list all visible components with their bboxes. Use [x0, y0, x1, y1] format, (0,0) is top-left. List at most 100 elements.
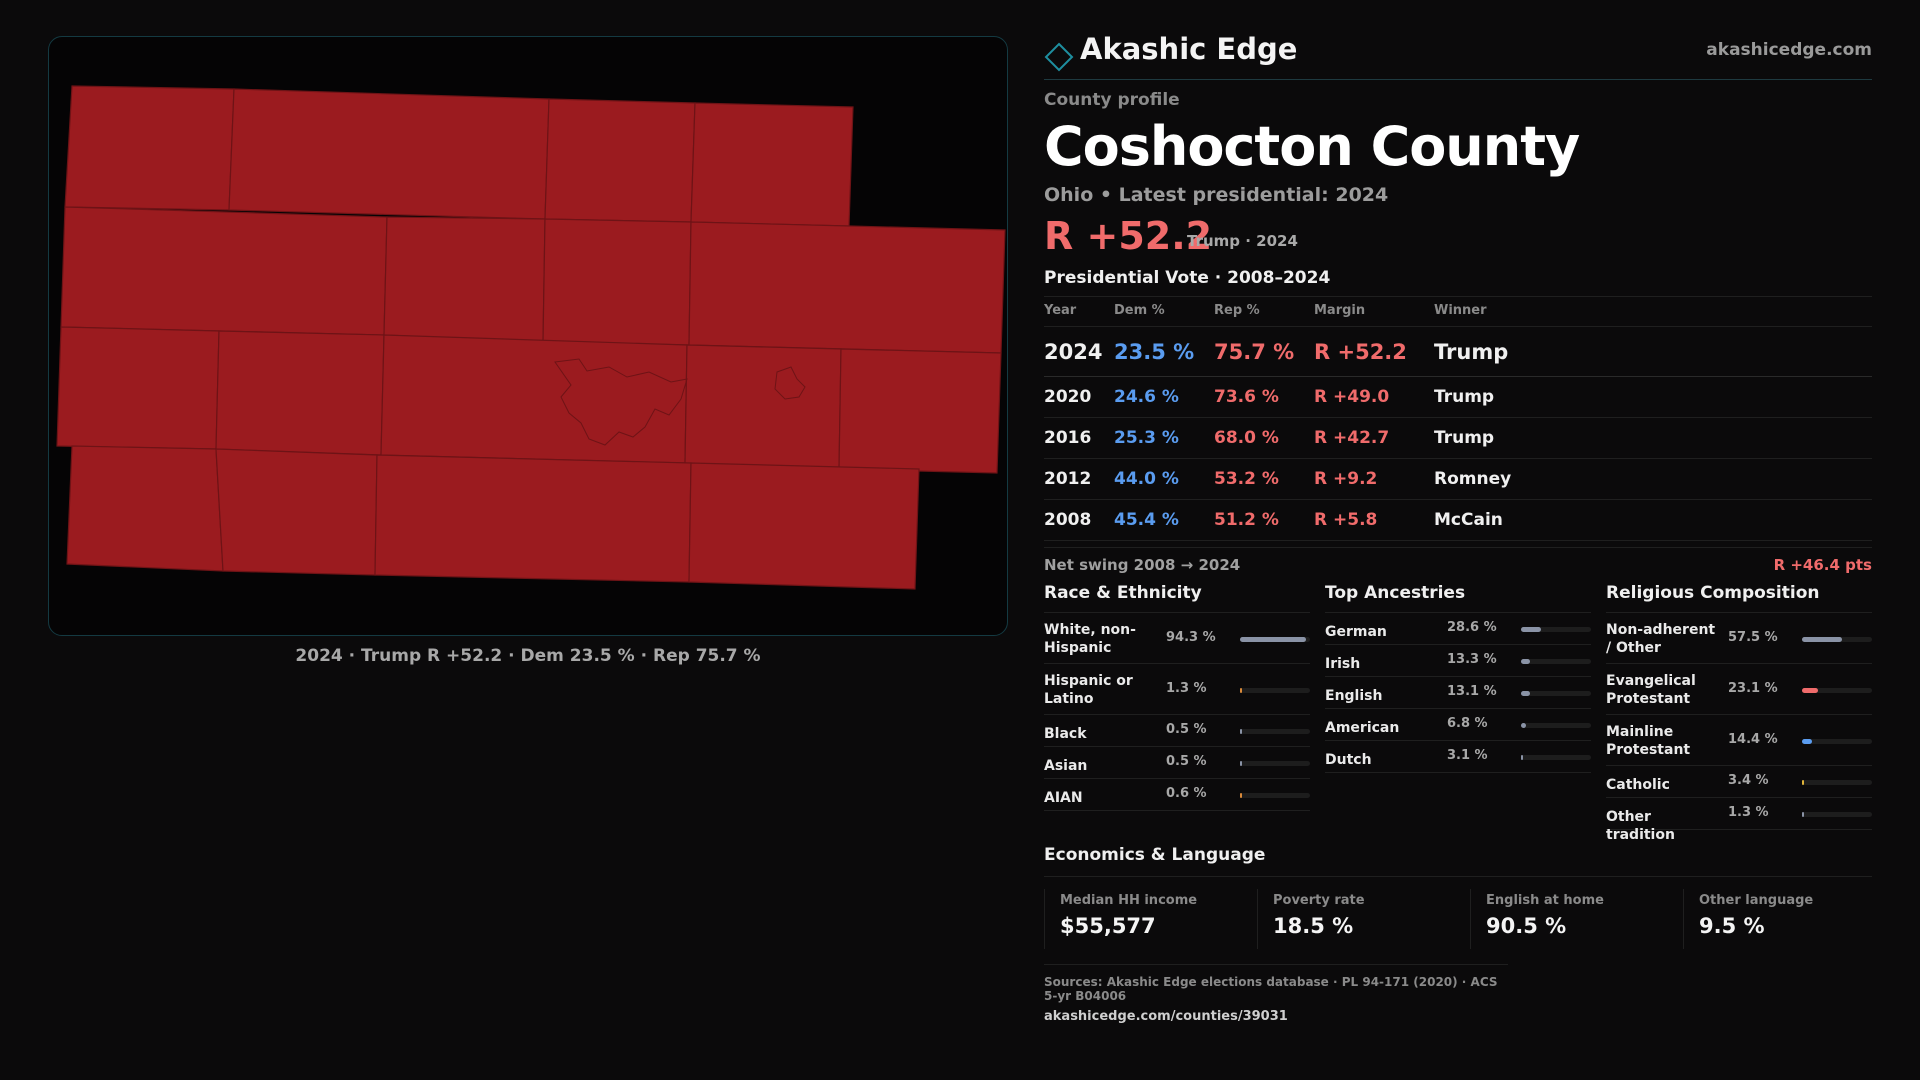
cell-year: 2008 [1044, 499, 1114, 541]
stat-bar [1240, 636, 1310, 642]
stat-bar-fill [1521, 659, 1531, 664]
subdivision-11[interactable] [380, 334, 688, 464]
cell-rep: 73.6 % [1214, 376, 1314, 418]
religion-panel: Religious Composition Non-adherent / Oth… [1606, 583, 1872, 843]
stat-value: 6.8 % [1447, 716, 1488, 731]
subdivision-7[interactable] [542, 218, 692, 346]
stat-row: AIAN 0.6 % [1044, 779, 1310, 811]
subdivision-14[interactable] [66, 445, 224, 572]
stat-bar-fill [1802, 687, 1819, 693]
cell-winner: Trump [1434, 417, 1872, 459]
stat-value: 3.4 % [1728, 773, 1769, 788]
cell-margin: R +42.7 [1314, 417, 1434, 459]
cell-rep: 75.7 % [1214, 326, 1314, 377]
subdivision-12[interactable] [684, 344, 842, 470]
vote-table: Year Dem % Rep % Margin Winner 2024 23.5… [1044, 296, 1872, 541]
stat-row: Black 0.5 % [1044, 715, 1310, 747]
subdivision-8[interactable] [688, 221, 1006, 354]
city-boundary [554, 358, 688, 446]
county-subdivision-map[interactable] [49, 37, 1008, 636]
stat-value: 14.4 % [1728, 731, 1778, 747]
vote-section-title: Presidential Vote · 2008–2024 [1044, 268, 1331, 288]
stat-bar-fill [1240, 793, 1242, 798]
econ-value: $55,577 [1060, 914, 1156, 938]
econ-card-other-language: Other language 9.5 % [1683, 889, 1883, 949]
vote-table-header: Year Dem % Rep % Margin Winner [1044, 296, 1872, 327]
stat-bar-fill [1802, 812, 1804, 817]
subdivision-9[interactable] [56, 326, 220, 450]
profile-subtitle: Ohio • Latest presidential: 2024 [1044, 184, 1389, 206]
stat-bar-fill [1240, 687, 1242, 693]
econ-value: 18.5 % [1273, 914, 1354, 938]
subdivision-13[interactable] [838, 348, 1002, 474]
net-swing: Net swing 2008 → 2024 R +46.4 pts [1044, 547, 1872, 577]
county-map[interactable] [48, 36, 1008, 636]
stat-label: American [1325, 720, 1400, 736]
stat-label: Irish [1325, 656, 1361, 672]
cell-rep: 68.0 % [1214, 417, 1314, 459]
race-ethnicity-panel: Race & Ethnicity White, non-Hispanic 94.3… [1044, 583, 1310, 811]
stat-label: Hispanic or Latino [1044, 673, 1133, 707]
table-row: 2008 45.4 % 51.2 % R +5.8 McCain [1044, 499, 1872, 541]
stat-row: American 6.8 % [1325, 709, 1591, 741]
stat-row: Dutch 3.1 % [1325, 741, 1591, 773]
map-caption: 2024 · Trump R +52.2 · Dem 23.5 % · Rep … [295, 646, 761, 666]
table-row: 2020 24.6 % 73.6 % R +49.0 Trump [1044, 376, 1872, 418]
subdivision-15[interactable] [215, 448, 378, 576]
stat-value: 0.6 % [1166, 786, 1207, 801]
cell-margin: R +52.2 [1314, 326, 1434, 377]
stat-bar-fill [1802, 636, 1843, 642]
stat-bar [1521, 627, 1591, 632]
stat-bar [1802, 780, 1872, 785]
stat-value: 28.6 % [1447, 620, 1497, 635]
brand-url[interactable]: akashicedge.com [1706, 40, 1872, 60]
col-rep: Rep % [1214, 296, 1314, 327]
stat-bar-fill [1240, 761, 1242, 766]
cell-year: 2024 [1044, 326, 1114, 377]
subdivision-1[interactable] [64, 85, 235, 211]
race-title: Race & Ethnicity [1044, 583, 1310, 613]
ancestry-panel: Top Ancestries German 28.6 % Irish 13.3 % En… [1325, 583, 1591, 773]
subdivision-4[interactable] [690, 102, 854, 227]
stat-row: Irish 13.3 % [1325, 645, 1591, 677]
econ-label: Median HH income [1060, 893, 1198, 908]
stat-bar [1802, 812, 1872, 817]
stat-bar-fill [1521, 723, 1526, 728]
cell-year: 2012 [1044, 458, 1114, 500]
table-row: 2024 23.5 % 75.7 % R +52.2 Trump [1044, 326, 1872, 377]
stat-label: White, non-Hispanic [1044, 622, 1136, 656]
stat-value: 1.3 % [1728, 805, 1769, 820]
footer-url[interactable]: akashicedge.com/counties/39031 [1044, 1009, 1288, 1024]
cell-dem: 23.5 % [1114, 326, 1214, 377]
stat-row: Non-adherent / Other 57.5 % [1606, 613, 1872, 664]
stat-row: Mainline Protestant 14.4 % [1606, 715, 1872, 766]
subdivision-16[interactable] [374, 454, 692, 583]
subdivision-3[interactable] [544, 98, 696, 223]
stat-label: Catholic [1606, 777, 1670, 793]
county-subdivisions [56, 85, 1006, 590]
subdivision-17[interactable] [688, 462, 920, 590]
subdivision-10[interactable] [215, 330, 385, 456]
cell-winner: McCain [1434, 499, 1872, 541]
cell-dem: 44.0 % [1114, 458, 1214, 500]
table-row: 2016 25.3 % 68.0 % R +42.7 Trump [1044, 417, 1872, 459]
stat-label: AIAN [1044, 790, 1083, 806]
stat-row: Hispanic or Latino 1.3 % [1044, 664, 1310, 715]
stat-row: White, non-Hispanic 94.3 % [1044, 613, 1310, 664]
headline-margin: R +52.2 Trump · 2024 [1044, 214, 1872, 258]
subdivision-5[interactable] [60, 206, 388, 336]
stat-bar-fill [1521, 691, 1531, 696]
brand-header: Akashic Edge akashicedge.com [1044, 30, 1872, 80]
stat-label: Asian [1044, 758, 1088, 774]
subdivision-6[interactable] [383, 216, 546, 343]
subdivision-2[interactable] [228, 88, 550, 220]
stat-bar-fill [1802, 738, 1813, 744]
religion-title: Religious Composition [1606, 583, 1872, 613]
county-profile-panel: Akashic Edge akashicedge.com County prof… [1044, 30, 1872, 963]
col-dem: Dem % [1114, 296, 1214, 327]
cell-winner: Romney [1434, 458, 1872, 500]
stat-value: 1.3 % [1166, 680, 1207, 696]
swing-label: Net swing 2008 → 2024 [1044, 556, 1241, 574]
col-margin: Margin [1314, 296, 1434, 327]
stat-label: Dutch [1325, 752, 1372, 768]
